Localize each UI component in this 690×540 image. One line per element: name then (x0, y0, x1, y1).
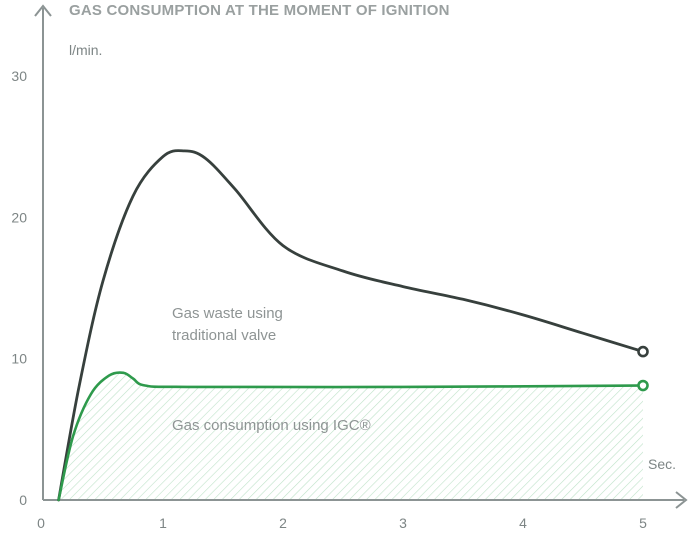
series-line-igc (57, 371, 645, 502)
x-tick-label: 4 (519, 515, 527, 531)
y-axis-arrow-icon (34, 4, 52, 17)
annotation-line: Gas waste using (172, 305, 283, 322)
annotation-label: Gas waste using traditional valve (172, 305, 283, 344)
igc-hatch-area (58, 372, 643, 500)
x-tick-label: 3 (399, 515, 407, 531)
series-endpoint-igc (637, 379, 649, 392)
x-tick-label: 1 (159, 515, 167, 531)
series-line-traditional (57, 149, 645, 502)
x-tick-label: 2 (279, 515, 287, 531)
y-axis-unit: l/min. (69, 42, 102, 58)
y-tick-label: 10 (11, 351, 27, 367)
x-tick-labels: 0 1 2 3 4 5 (37, 515, 647, 531)
series-endpoint-traditional (637, 345, 649, 358)
annotation-line: traditional valve (172, 327, 276, 344)
y-tick-label: 0 (19, 492, 27, 508)
series-lines (57, 149, 649, 502)
y-tick-label: 30 (11, 68, 27, 84)
chart-title: GAS CONSUMPTION AT THE MOMENT OF IGNITIO… (69, 2, 450, 19)
y-tick-label: 20 (11, 209, 27, 225)
igc-hatch-fill (58, 372, 643, 500)
annotation-label: Gas consumption using IGC® (172, 417, 371, 434)
x-axis-arrow-icon (675, 491, 688, 509)
annotation-line: Gas consumption using IGC® (172, 417, 371, 434)
x-tick-label: 5 (639, 515, 647, 531)
y-tick-labels: 0 10 20 30 (11, 68, 27, 508)
x-tick-label: 0 (37, 515, 45, 531)
x-axis-unit: Sec. (648, 456, 676, 472)
annotations: Gas waste using traditional valve Gas cons… (172, 305, 371, 434)
